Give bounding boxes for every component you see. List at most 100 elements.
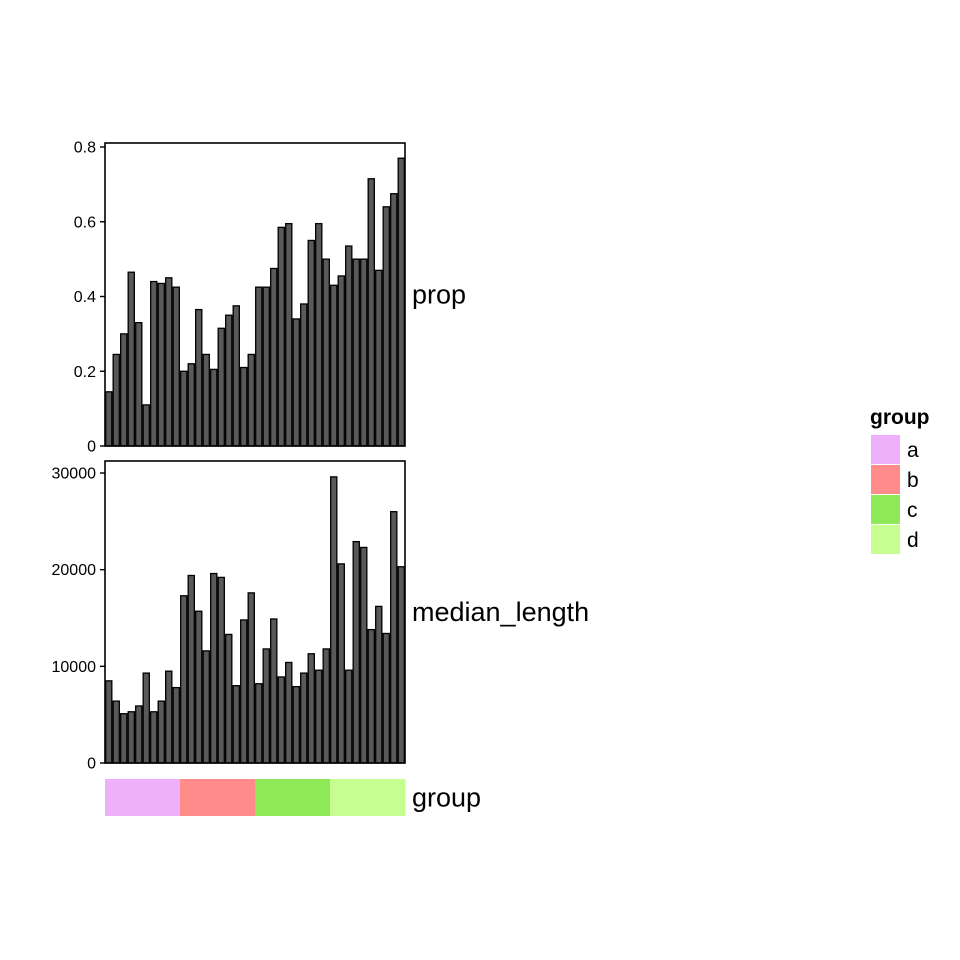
- group-strip-label: group: [412, 783, 481, 813]
- bar-median_length-2: [112, 700, 120, 764]
- bar-median_length-40: [397, 566, 405, 764]
- bar-median_length-16: [217, 576, 225, 764]
- bar-median_length-24: [277, 676, 285, 764]
- bar-median_length-22: [262, 648, 270, 764]
- legend-title: group: [870, 406, 929, 429]
- bar-median_length-34: [352, 540, 360, 764]
- bar-prop-15: [210, 368, 218, 447]
- bar-prop-39: [390, 193, 398, 447]
- bar-prop-29: [315, 222, 323, 447]
- legend-label-d: d: [907, 529, 919, 552]
- legend-key-b: [871, 465, 900, 494]
- bar-median_length-26: [292, 685, 300, 764]
- bar-prop-32: [337, 275, 345, 447]
- bar-prop-17: [225, 314, 233, 447]
- bar-median_length-32: [337, 563, 345, 764]
- group-strip-a: [105, 779, 181, 816]
- bar-prop-11: [180, 370, 188, 447]
- legend-label-a: a: [907, 439, 919, 462]
- panel-border: [104, 460, 406, 764]
- bar-median_length-4: [127, 711, 135, 764]
- y-tick-label: 0.8: [74, 140, 96, 157]
- legend-key-a: [871, 435, 900, 464]
- facet-label-prop: prop: [412, 280, 466, 310]
- bar-median_length-20: [247, 592, 255, 764]
- bar-median_length-14: [202, 650, 210, 764]
- bar-median_length-17: [225, 633, 233, 764]
- bar-median_length-36: [367, 628, 375, 764]
- facet-panels: 0 0.2 0.4 0.6 0.8 prop 0 10000 20000 30000 median_…: [52, 140, 590, 773]
- bar-prop-2: [112, 353, 120, 447]
- bar-median_length-29: [315, 669, 323, 764]
- bar-median_length-28: [307, 653, 315, 764]
- group-strip-c: [255, 779, 331, 816]
- bar-median_length-39: [390, 511, 398, 764]
- bar-prop-3: [120, 333, 128, 447]
- bar-prop-38: [382, 206, 390, 447]
- bar-median_length-3: [120, 713, 128, 764]
- bar-median_length-9: [165, 670, 173, 764]
- bar-prop-1: [105, 391, 113, 447]
- bar-median_length-15: [210, 572, 218, 764]
- bar-prop-19: [240, 366, 248, 447]
- bar-median_length-38: [382, 632, 390, 764]
- bar-median_length-8: [157, 700, 165, 764]
- y-tick-label: 10000: [52, 659, 97, 676]
- bar-prop-27: [300, 303, 308, 447]
- y-tick-label: 0.6: [74, 214, 96, 231]
- legend-key-d: [871, 525, 900, 554]
- bar-prop-20: [247, 353, 255, 447]
- bar-prop-35: [360, 258, 368, 447]
- bar-prop-8: [157, 282, 165, 447]
- y-tick-label: 0.4: [74, 289, 96, 306]
- bar-prop-6: [142, 404, 150, 447]
- facet-panel-prop: 0 0.2 0.4 0.6 0.8 prop: [74, 140, 466, 456]
- bar-prop-21: [255, 286, 263, 447]
- bar-prop-40: [397, 157, 405, 447]
- facet-panel-median_length: 0 10000 20000 30000 median_length: [52, 460, 589, 773]
- facet-label-median_length: median_length: [412, 597, 589, 627]
- y-tick-label: 20000: [52, 562, 97, 579]
- bar-median_length-13: [195, 610, 203, 764]
- y-tick-label: 0: [87, 756, 96, 773]
- bar-median_length-5: [135, 705, 143, 764]
- bar-prop-13: [195, 308, 203, 447]
- legend-label-b: b: [907, 469, 919, 492]
- bar-prop-23: [270, 267, 278, 447]
- bar-prop-30: [322, 258, 330, 447]
- bar-median_length-25: [285, 661, 293, 764]
- y-tick-label: 30000: [52, 466, 97, 483]
- bar-median_length-37: [375, 605, 383, 764]
- bar-median_length-21: [255, 683, 263, 764]
- bar-prop-7: [150, 280, 158, 447]
- bar-prop-16: [217, 327, 225, 447]
- bar-prop-22: [262, 286, 270, 447]
- legend-key-c: [871, 495, 900, 524]
- bar-prop-4: [127, 271, 135, 447]
- bar-prop-34: [352, 258, 360, 447]
- bar-median_length-19: [240, 619, 248, 764]
- bar-prop-18: [232, 305, 240, 447]
- bar-median_length-30: [322, 648, 330, 764]
- bar-median_length-27: [300, 672, 308, 764]
- y-tick-label: 0: [87, 439, 96, 456]
- bar-median_length-12: [187, 574, 195, 764]
- bar-median_length-18: [232, 685, 240, 764]
- bar-prop-25: [285, 222, 293, 447]
- bar-prop-28: [307, 239, 315, 447]
- bar-prop-10: [172, 286, 180, 447]
- bar-median_length-35: [360, 546, 368, 764]
- group-strip-b: [180, 779, 256, 816]
- bar-median_length-23: [270, 618, 278, 764]
- group-strip-d: [330, 779, 406, 816]
- bar-median_length-33: [345, 669, 353, 764]
- bar-median_length-7: [150, 711, 158, 764]
- legend-label-c: c: [907, 499, 918, 522]
- bar-prop-24: [277, 226, 285, 447]
- group-strip: group: [105, 779, 481, 816]
- bar-prop-9: [165, 277, 173, 447]
- y-tick-label: 0.2: [74, 364, 96, 381]
- bar-prop-14: [202, 353, 210, 447]
